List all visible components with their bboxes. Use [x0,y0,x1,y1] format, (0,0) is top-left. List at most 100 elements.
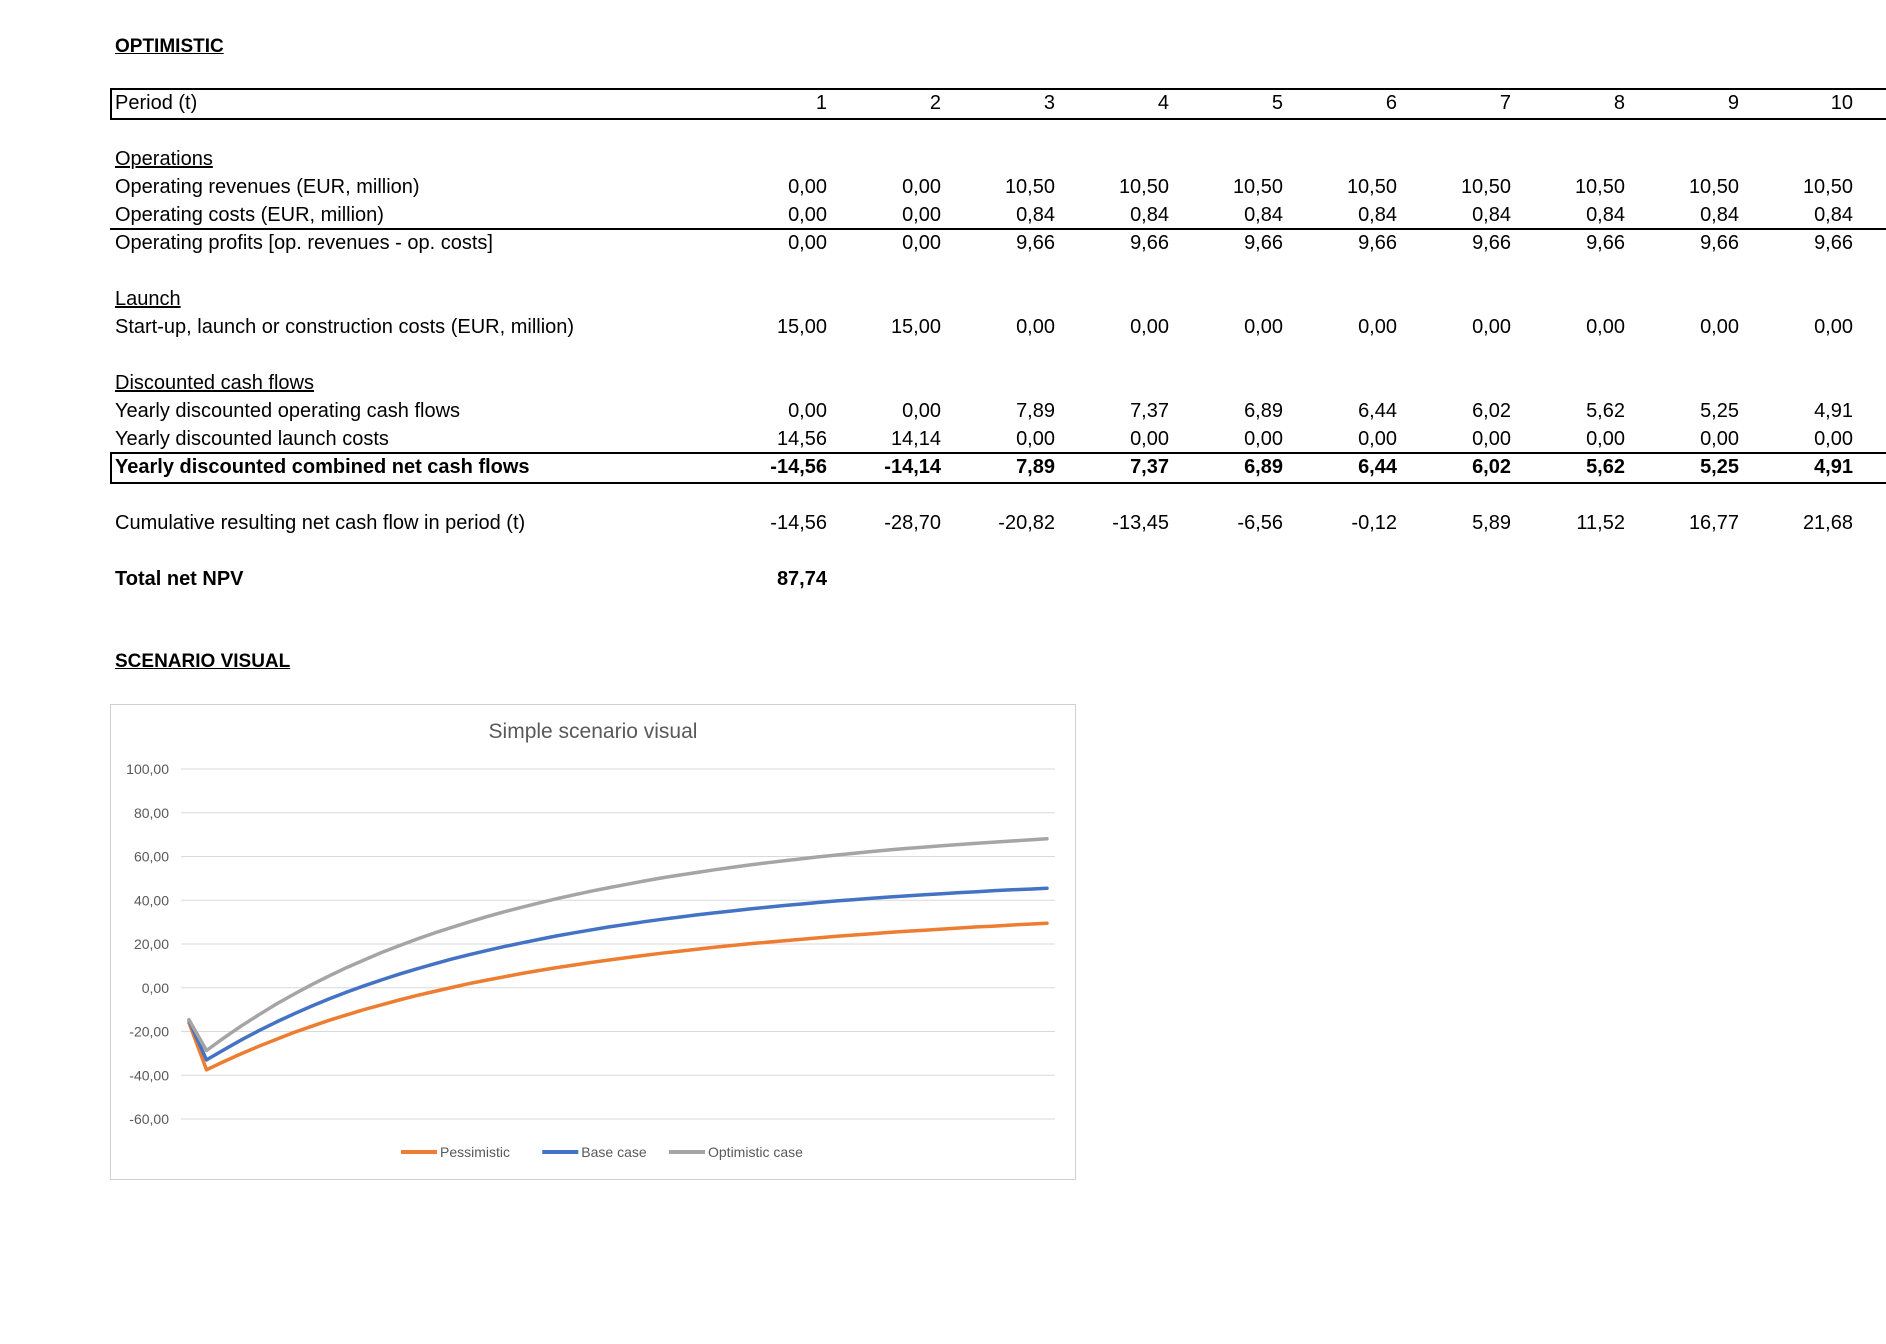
cell: 14,56 [776,428,827,450]
cell: 7,89 [1016,456,1055,478]
cell: 0,00 [1244,316,1283,338]
cell: 9,66 [1130,232,1169,254]
y-tick-label: -60,00 [129,1111,169,1127]
chart-title: Simple scenario visual [489,720,698,743]
period-label: Period (t) [115,92,198,114]
cell: 5,25 [1700,456,1739,478]
y-tick-label: 20,00 [134,936,169,952]
scenario-heading: OPTIMISTIC [115,36,224,57]
period-6: 6 [1385,92,1397,114]
cell: -28,70 [884,512,941,534]
combined-row-box [110,452,1886,484]
cell: 6,02 [1472,400,1511,422]
row-disc-combined: Yearly discounted combined net cash flow… [0,453,1886,481]
cell: 9,66 [1472,232,1511,254]
cell: 9,66 [1244,232,1283,254]
cell: 0,00 [1700,316,1739,338]
cell: 0,00 [1130,428,1169,450]
cell: 6,44 [1358,456,1397,478]
cell: 6,02 [1472,456,1511,478]
cell: 0,00 [1814,428,1853,450]
row-label: Yearly discounted operating cash flows [115,400,461,422]
cell: 10,50 [1232,176,1283,198]
row-label: Yearly discounted combined net cash flow… [115,456,530,478]
cell: 16,77 [1688,512,1739,534]
cell: 5,62 [1586,456,1625,478]
cell: 10,50 [1688,176,1739,198]
cell: 0,00 [1472,428,1511,450]
row-launch-costs: Start-up, launch or construction costs (… [0,313,1886,341]
cell: -13,45 [1112,512,1169,534]
period-2: 2 [929,92,941,114]
period-8: 8 [1613,92,1625,114]
cell: -14,56 [770,512,827,534]
row-disc-launch: Yearly discounted launch costs 14,56 14,… [0,425,1886,453]
cell: 0,00 [1016,428,1055,450]
y-tick-label: 80,00 [134,805,169,821]
cell: 0,84 [1586,204,1625,226]
cell: 9,66 [1358,232,1397,254]
line-chart-svg: Simple scenario visual 100,00 80,00 60,00 4… [126,720,1055,1160]
cell: 0,00 [1016,316,1055,338]
cell: 9,66 [1016,232,1055,254]
cell: 0,00 [788,176,827,198]
npv-label: Total net NPV [115,568,244,590]
cell: 4,91 [1814,400,1853,422]
cell: 0,00 [788,400,827,422]
cell: 0,00 [902,204,941,226]
row-op-revenues: Operating revenues (EUR, million) 0,00 0… [0,173,1886,201]
section-discounted: Discounted cash flows [115,372,314,394]
cell: 0,00 [902,232,941,254]
row-op-profits: Operating profits [op. revenues - op. co… [0,229,1886,257]
cell: 6,89 [1244,456,1283,478]
y-tick-label: 100,00 [126,761,169,777]
period-3: 3 [1043,92,1055,114]
visual-heading: SCENARIO VISUAL [115,651,291,672]
cell: 0,84 [1016,204,1055,226]
series-line-base-case[interactable] [187,886,1049,1062]
cell: 0,00 [1586,428,1625,450]
cell: 15,00 [776,316,827,338]
row-disc-op: Yearly discounted operating cash flows 0… [0,397,1886,425]
cell: 21,68 [1802,512,1853,534]
cell: 5,25 [1700,400,1739,422]
cell: 0,00 [1358,316,1397,338]
scenario-chart[interactable]: Simple scenario visual 100,00 80,00 60,00 4… [110,704,1076,1180]
period-1: 1 [815,92,827,114]
row-label: Operating revenues (EUR, million) [115,176,420,198]
cell: 0,84 [1358,204,1397,226]
series-line-pessimistic[interactable] [187,921,1049,1072]
row-op-costs: Operating costs (EUR, million) 0,00 0,00… [0,201,1886,229]
section-operations: Operations [115,148,213,170]
legend-label[interactable]: Pessimistic [440,1144,510,1160]
period-header-row: Period (t) 1 2 3 4 5 6 7 8 9 10 [0,89,1886,117]
cell: 4,91 [1814,456,1853,478]
series-line-optimistic-case[interactable] [187,837,1049,1053]
legend-label[interactable]: Optimistic case [708,1144,803,1160]
legend-label[interactable]: Base case [581,1144,647,1160]
cell: 5,62 [1586,400,1625,422]
cell: 9,66 [1586,232,1625,254]
period-4: 4 [1157,92,1169,114]
cell: 0,00 [1244,428,1283,450]
cell: 0,00 [788,204,827,226]
cell: 10,50 [1118,176,1169,198]
section-launch: Launch [115,288,181,310]
cell: 7,37 [1130,400,1169,422]
cell: 9,66 [1814,232,1853,254]
period-header-box [110,88,1886,120]
y-tick-label: 0,00 [142,980,169,996]
cell: 0,00 [902,176,941,198]
cell: 0,00 [1700,428,1739,450]
cell: 0,00 [788,232,827,254]
cell: 0,00 [1130,316,1169,338]
cell: 7,89 [1016,400,1055,422]
cell: 6,44 [1358,400,1397,422]
cell: 0,84 [1472,204,1511,226]
cell: 10,50 [1004,176,1055,198]
cell: 9,66 [1700,232,1739,254]
cell: 0,84 [1244,204,1283,226]
cell: -14,56 [770,456,827,478]
cell: -0,12 [1351,512,1397,534]
cell: 0,00 [1814,316,1853,338]
